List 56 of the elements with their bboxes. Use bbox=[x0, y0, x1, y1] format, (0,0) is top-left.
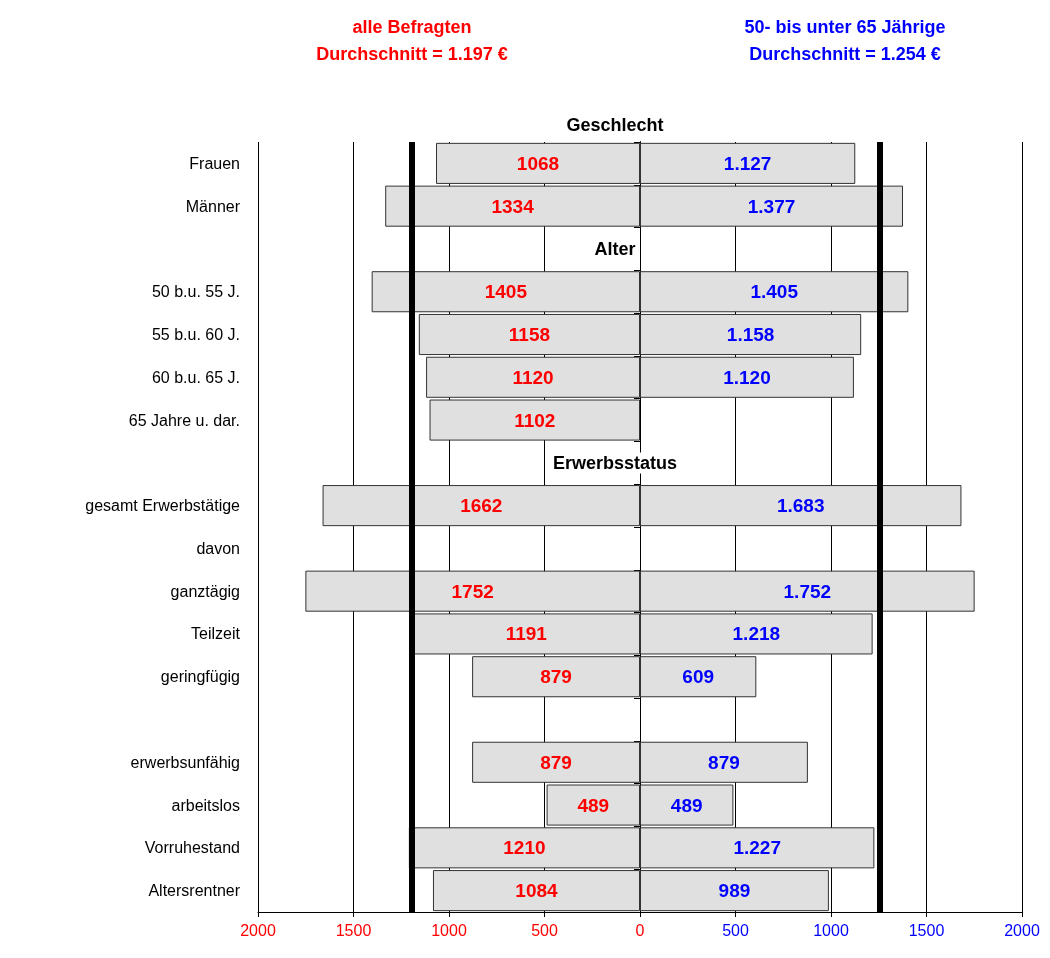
y-tick-label: 60 b.u. 65 J. bbox=[151, 368, 240, 386]
x-tick-label: 1000 bbox=[813, 921, 849, 939]
y-tick-label: arbeitslos bbox=[171, 796, 240, 814]
y-tick-label: 50 b.u. 55 J. bbox=[151, 283, 240, 301]
data-label: 1.377 bbox=[747, 195, 796, 217]
y-tick-label: geringfügig bbox=[160, 668, 240, 686]
data-label: 1752 bbox=[451, 580, 494, 602]
data-label: 879 bbox=[708, 751, 740, 773]
y-tick-label: Altersrentner bbox=[148, 882, 241, 900]
y-tick-label: Männer bbox=[185, 197, 241, 215]
data-label: 1102 bbox=[514, 409, 556, 431]
data-label: 879 bbox=[540, 751, 572, 773]
data-label: 1405 bbox=[484, 281, 528, 303]
data-label: 1120 bbox=[512, 366, 554, 388]
y-tick-label: 55 b.u. 60 J. bbox=[151, 326, 240, 343]
data-label: 609 bbox=[682, 666, 715, 688]
y-tick-label: davon bbox=[196, 539, 240, 557]
x-tick-label: 1500 bbox=[335, 921, 372, 939]
data-label: 1.127 bbox=[723, 152, 772, 174]
y-tick-label: Teilzeit bbox=[191, 625, 241, 643]
data-label: 1.227 bbox=[733, 837, 781, 859]
y-tick-label: 65 Jahre u. dar. bbox=[128, 411, 240, 429]
data-label: 1068 bbox=[516, 152, 560, 174]
x-tick-label: 0 bbox=[635, 921, 645, 939]
data-label: 1.218 bbox=[732, 623, 781, 645]
y-tick-label: ganztägig bbox=[170, 582, 240, 600]
data-label: 1662 bbox=[460, 495, 503, 517]
data-label: 1334 bbox=[491, 195, 535, 217]
x-tick-label: 500 bbox=[531, 921, 558, 939]
annotation: Erwerbsstatus bbox=[549, 452, 681, 474]
y-tick-label: Frauen bbox=[189, 154, 240, 172]
y-tick-label: erwerbsunfähig bbox=[130, 753, 240, 771]
data-label: 489 bbox=[577, 794, 610, 816]
data-label: 1.683 bbox=[776, 495, 825, 517]
data-label: 1191 bbox=[505, 623, 548, 645]
data-label: 1.120 bbox=[723, 366, 771, 388]
x-tick-label: 1500 bbox=[908, 921, 945, 939]
data-label: 1210 bbox=[503, 837, 546, 859]
data-label: 1.158 bbox=[726, 324, 775, 345]
data-label: 879 bbox=[540, 666, 572, 688]
x-tick-label: 2000 bbox=[1004, 921, 1040, 939]
chart-title: 50- bis unter 65 Jährige Durchschnitt = 1.254 € bbox=[744, 16, 946, 64]
x-tick-label: 500 bbox=[722, 921, 749, 939]
annotation: Alter bbox=[591, 238, 639, 260]
y-tick-label: Vorruhestand bbox=[144, 839, 240, 857]
data-label: 989 bbox=[718, 880, 751, 902]
chart-title: alle Befragten Durchschnitt = 1.197 € bbox=[316, 16, 508, 64]
data-label: 1084 bbox=[515, 880, 559, 902]
data-label: 1.752 bbox=[783, 580, 832, 602]
text: Geschlecht bbox=[566, 114, 664, 136]
y-tick-label: gesamt Erwerbstätige bbox=[85, 497, 241, 515]
data-label: 1.405 bbox=[750, 281, 799, 303]
data-label: 1158 bbox=[508, 324, 551, 345]
x-tick-label: 2000 bbox=[240, 921, 276, 939]
data-label: 489 bbox=[670, 794, 703, 816]
x-tick-label: 1000 bbox=[431, 921, 467, 939]
